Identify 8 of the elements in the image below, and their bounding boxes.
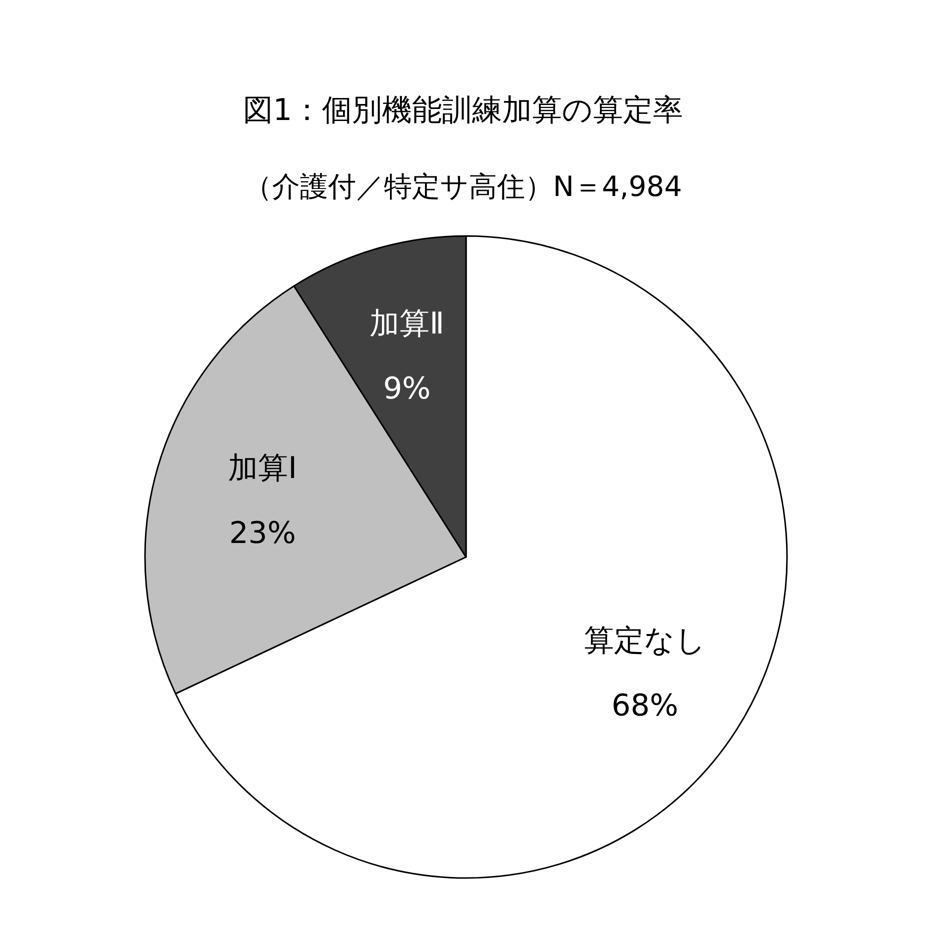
slice-label: 算定なし — [584, 624, 706, 659]
data-label: 9% — [383, 372, 431, 407]
slice-label: 加算Ⅱ — [370, 306, 444, 342]
chart-title: 図1：個別機能訓練加算の算定率 — [242, 93, 684, 128]
data-label: 68% — [612, 688, 678, 724]
slice-label: 加算Ⅰ — [228, 450, 297, 486]
chart-subtitle: （介護付／特定サ高住）N＝4,984 — [244, 170, 682, 203]
data-label: 23% — [229, 516, 296, 551]
